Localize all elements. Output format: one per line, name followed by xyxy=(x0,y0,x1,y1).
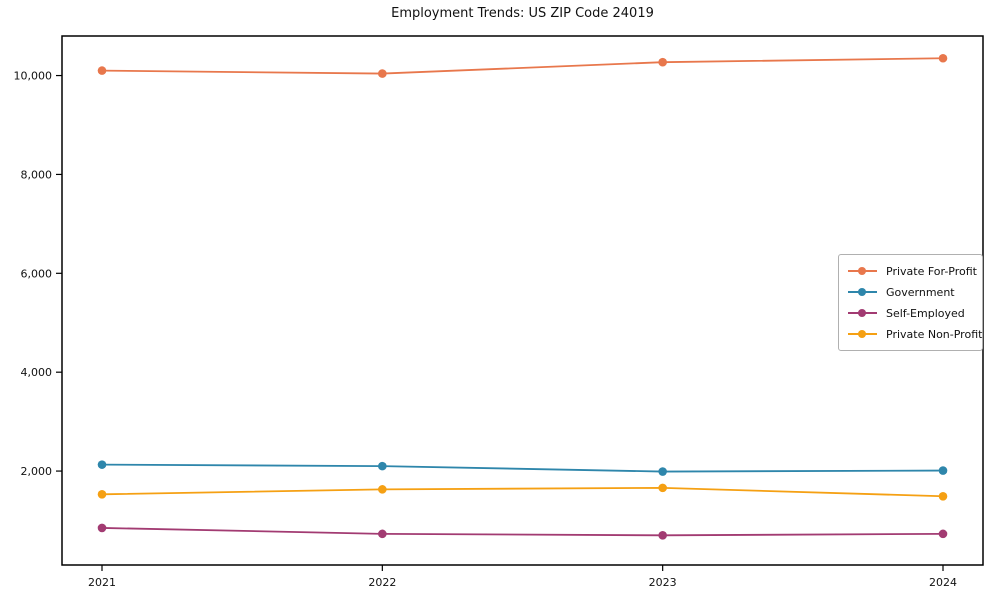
legend-item: Private For-Profit xyxy=(848,263,977,279)
series-marker xyxy=(938,53,948,63)
series-marker xyxy=(658,483,667,493)
legend-item: Private Non-Profit xyxy=(848,326,982,342)
x-tick-label: 2022 xyxy=(368,576,396,589)
series-marker xyxy=(938,491,948,501)
legend-dot-icon xyxy=(858,309,866,317)
series-marker xyxy=(378,529,387,539)
plot-frame xyxy=(61,35,984,566)
legend-dot-icon xyxy=(858,267,866,275)
series-marker xyxy=(97,66,107,75)
legend-marker-icon xyxy=(848,287,877,297)
series-line xyxy=(101,57,944,75)
series-marker xyxy=(97,523,107,533)
legend-label: Private Non-Profit xyxy=(886,327,983,341)
series-marker xyxy=(378,485,387,494)
legend-label: Self-Employed xyxy=(886,306,965,320)
y-tick-label: 10,000 xyxy=(14,70,53,83)
series-marker xyxy=(378,461,387,471)
series-line xyxy=(101,463,944,473)
series-line xyxy=(101,486,944,498)
legend-marker-icon xyxy=(848,308,877,318)
legend-item: Government xyxy=(848,284,974,300)
legend-dot-icon xyxy=(858,288,866,296)
x-tick-label: 2023 xyxy=(649,576,677,589)
legend-marker-icon xyxy=(848,266,877,276)
chart-title: Employment Trends: US ZIP Code 24019 xyxy=(391,6,654,21)
legend-dot-icon xyxy=(858,330,866,338)
series-marker xyxy=(378,69,387,78)
series-marker xyxy=(938,529,948,539)
series-line xyxy=(101,527,944,537)
series-marker xyxy=(97,460,107,469)
x-tick-label: 2024 xyxy=(929,576,957,589)
legend-item: Self-Employed xyxy=(848,305,974,321)
legend-label: Private For-Profit xyxy=(886,264,977,278)
legend-marker-icon xyxy=(848,329,877,339)
series-marker xyxy=(97,490,107,499)
y-tick-label: 2,000 xyxy=(21,465,53,478)
series-marker xyxy=(658,57,667,67)
legend-label: Government xyxy=(886,285,955,299)
y-tick-label: 8,000 xyxy=(21,168,53,181)
x-tick-label: 2021 xyxy=(88,576,116,589)
series-marker xyxy=(658,467,667,476)
series-marker xyxy=(938,466,948,475)
y-tick-label: 4,000 xyxy=(21,366,53,379)
y-tick-label: 6,000 xyxy=(21,267,53,280)
series-marker xyxy=(658,531,667,540)
chart-legend: Private For-Profit Government Self-Employe… xyxy=(838,254,983,351)
